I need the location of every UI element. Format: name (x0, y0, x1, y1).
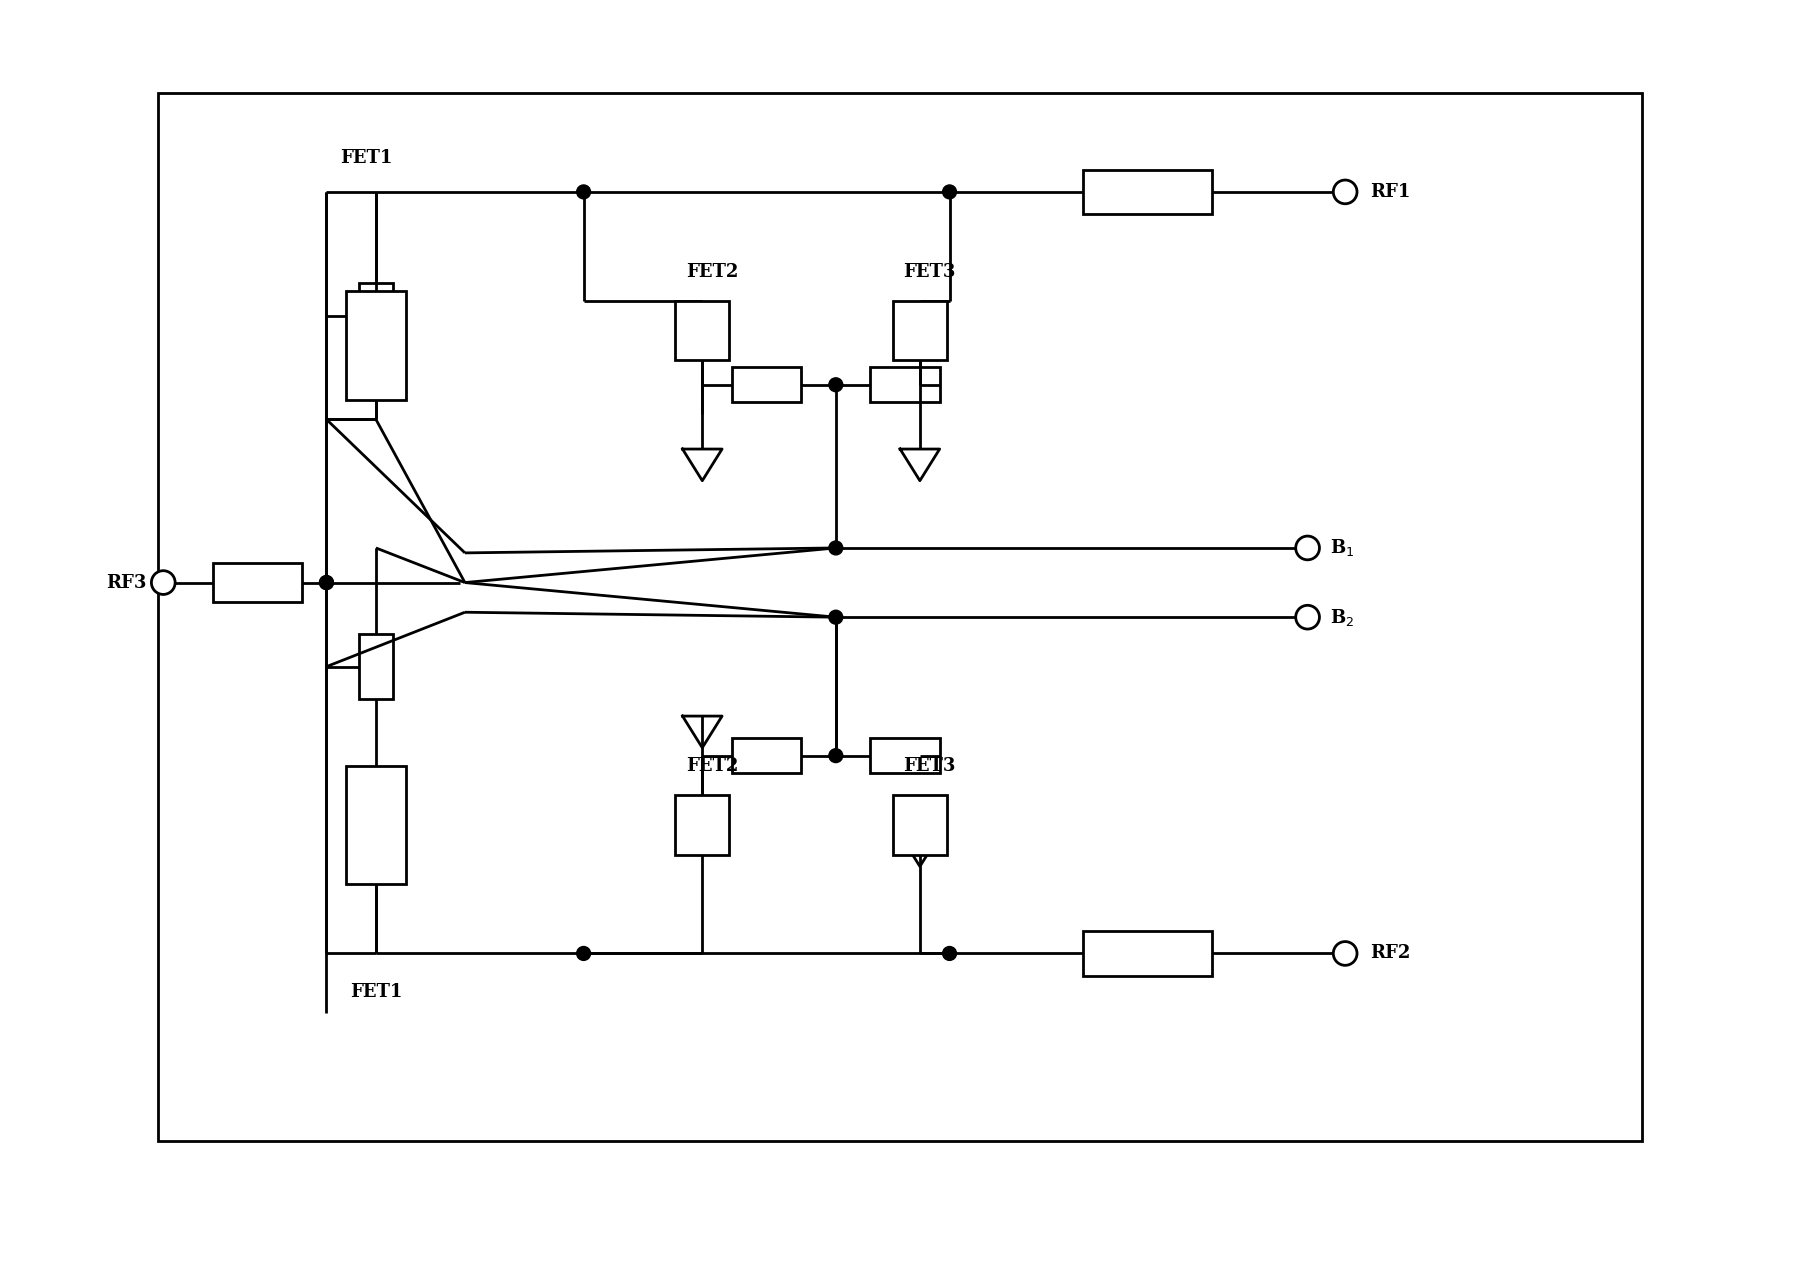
Text: FET3: FET3 (904, 758, 956, 775)
Circle shape (320, 575, 333, 589)
Circle shape (151, 570, 175, 594)
Bar (213, 563, 302, 602)
Bar (893, 300, 947, 360)
Circle shape (1296, 536, 1320, 560)
Circle shape (1333, 941, 1356, 965)
Bar (1084, 931, 1211, 976)
Text: B$_2$: B$_2$ (1331, 607, 1354, 627)
Bar (733, 739, 802, 773)
Circle shape (829, 378, 844, 392)
Text: FET3: FET3 (904, 264, 956, 281)
Text: FET1: FET1 (340, 150, 393, 167)
Bar (345, 291, 405, 399)
Bar (674, 300, 729, 360)
Circle shape (320, 575, 333, 589)
Text: RF1: RF1 (1371, 182, 1411, 201)
Bar (345, 765, 405, 884)
Text: FET2: FET2 (685, 264, 738, 281)
Circle shape (942, 185, 956, 199)
Text: RF2: RF2 (1371, 944, 1411, 963)
Text: B$_1$: B$_1$ (1331, 537, 1354, 559)
Circle shape (829, 611, 844, 625)
Circle shape (829, 541, 844, 555)
Bar (893, 796, 947, 854)
Circle shape (829, 749, 844, 763)
Text: FET1: FET1 (349, 983, 402, 1001)
Circle shape (1296, 606, 1320, 628)
Bar (158, 92, 1642, 1142)
Text: FET2: FET2 (685, 758, 738, 775)
Circle shape (942, 946, 956, 960)
Bar (1084, 170, 1211, 214)
Circle shape (576, 946, 591, 960)
Bar (871, 739, 940, 773)
Bar (871, 367, 940, 402)
Circle shape (576, 185, 591, 199)
Circle shape (1333, 180, 1356, 204)
Bar (358, 284, 393, 347)
Text: RF3: RF3 (105, 574, 147, 592)
Bar (733, 367, 802, 402)
Bar (674, 796, 729, 854)
Bar (358, 635, 393, 699)
